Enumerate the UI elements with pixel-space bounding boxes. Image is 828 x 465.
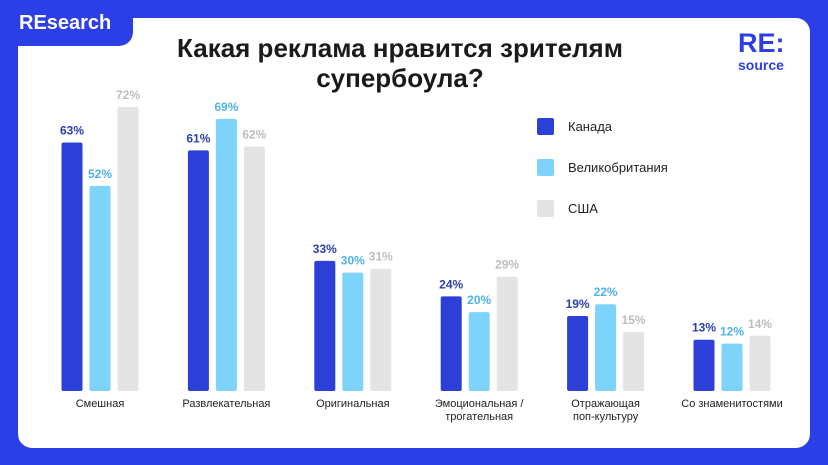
x-tick-label: Со знаменитостями	[681, 398, 783, 410]
legend-swatch	[537, 118, 554, 135]
bar	[61, 142, 83, 391]
value-label: 22%	[594, 285, 618, 299]
value-label: 15%	[622, 313, 646, 327]
value-label: 61%	[186, 131, 210, 145]
bar	[187, 150, 209, 391]
x-tick-label: Смешная	[75, 398, 125, 410]
bar	[89, 185, 111, 391]
bar	[567, 316, 589, 391]
legend-label: Канада	[568, 119, 613, 134]
x-tick-label: Эмоциональная / трогательная	[434, 398, 524, 423]
legend-label: Великобритания	[568, 160, 668, 175]
x-tick-label: Отражающая поп-культуру	[571, 398, 640, 423]
chart-title: Какая реклама нравится зрителям супербоу…	[177, 33, 623, 93]
value-label: 69%	[214, 100, 238, 114]
bar	[693, 339, 715, 391]
value-label: 20%	[467, 293, 491, 307]
logo: RE:	[738, 28, 785, 58]
bar	[215, 118, 237, 391]
card	[18, 18, 810, 448]
value-label: 30%	[341, 254, 365, 268]
bar	[440, 296, 462, 391]
bar	[468, 312, 490, 391]
bar	[623, 331, 645, 391]
value-label: 33%	[313, 242, 337, 256]
value-label: 13%	[692, 321, 716, 335]
x-tick-label: Развлекательная	[182, 398, 271, 410]
bar	[721, 343, 743, 391]
legend-swatch	[537, 159, 554, 176]
value-label: 63%	[60, 124, 84, 138]
value-label: 52%	[88, 167, 112, 181]
bar	[342, 272, 364, 391]
legend-label: США	[568, 201, 598, 216]
value-label: 31%	[369, 250, 393, 264]
bar	[595, 304, 617, 391]
value-label: 62%	[242, 127, 266, 141]
bar	[243, 146, 265, 391]
value-label: 12%	[720, 325, 744, 339]
value-label: 24%	[439, 277, 463, 291]
bar	[314, 260, 336, 391]
value-label: 14%	[748, 317, 772, 331]
x-tick-label: Оригинальная	[316, 398, 390, 410]
legend-swatch	[537, 200, 554, 217]
badge: REsearch	[0, 0, 133, 46]
bar	[117, 107, 139, 391]
value-label: 72%	[116, 88, 140, 102]
value-label: 29%	[495, 258, 519, 272]
bar	[496, 276, 518, 391]
bar	[370, 268, 392, 391]
logo: source	[738, 57, 784, 73]
bar	[749, 335, 771, 391]
value-label: 19%	[566, 297, 590, 311]
